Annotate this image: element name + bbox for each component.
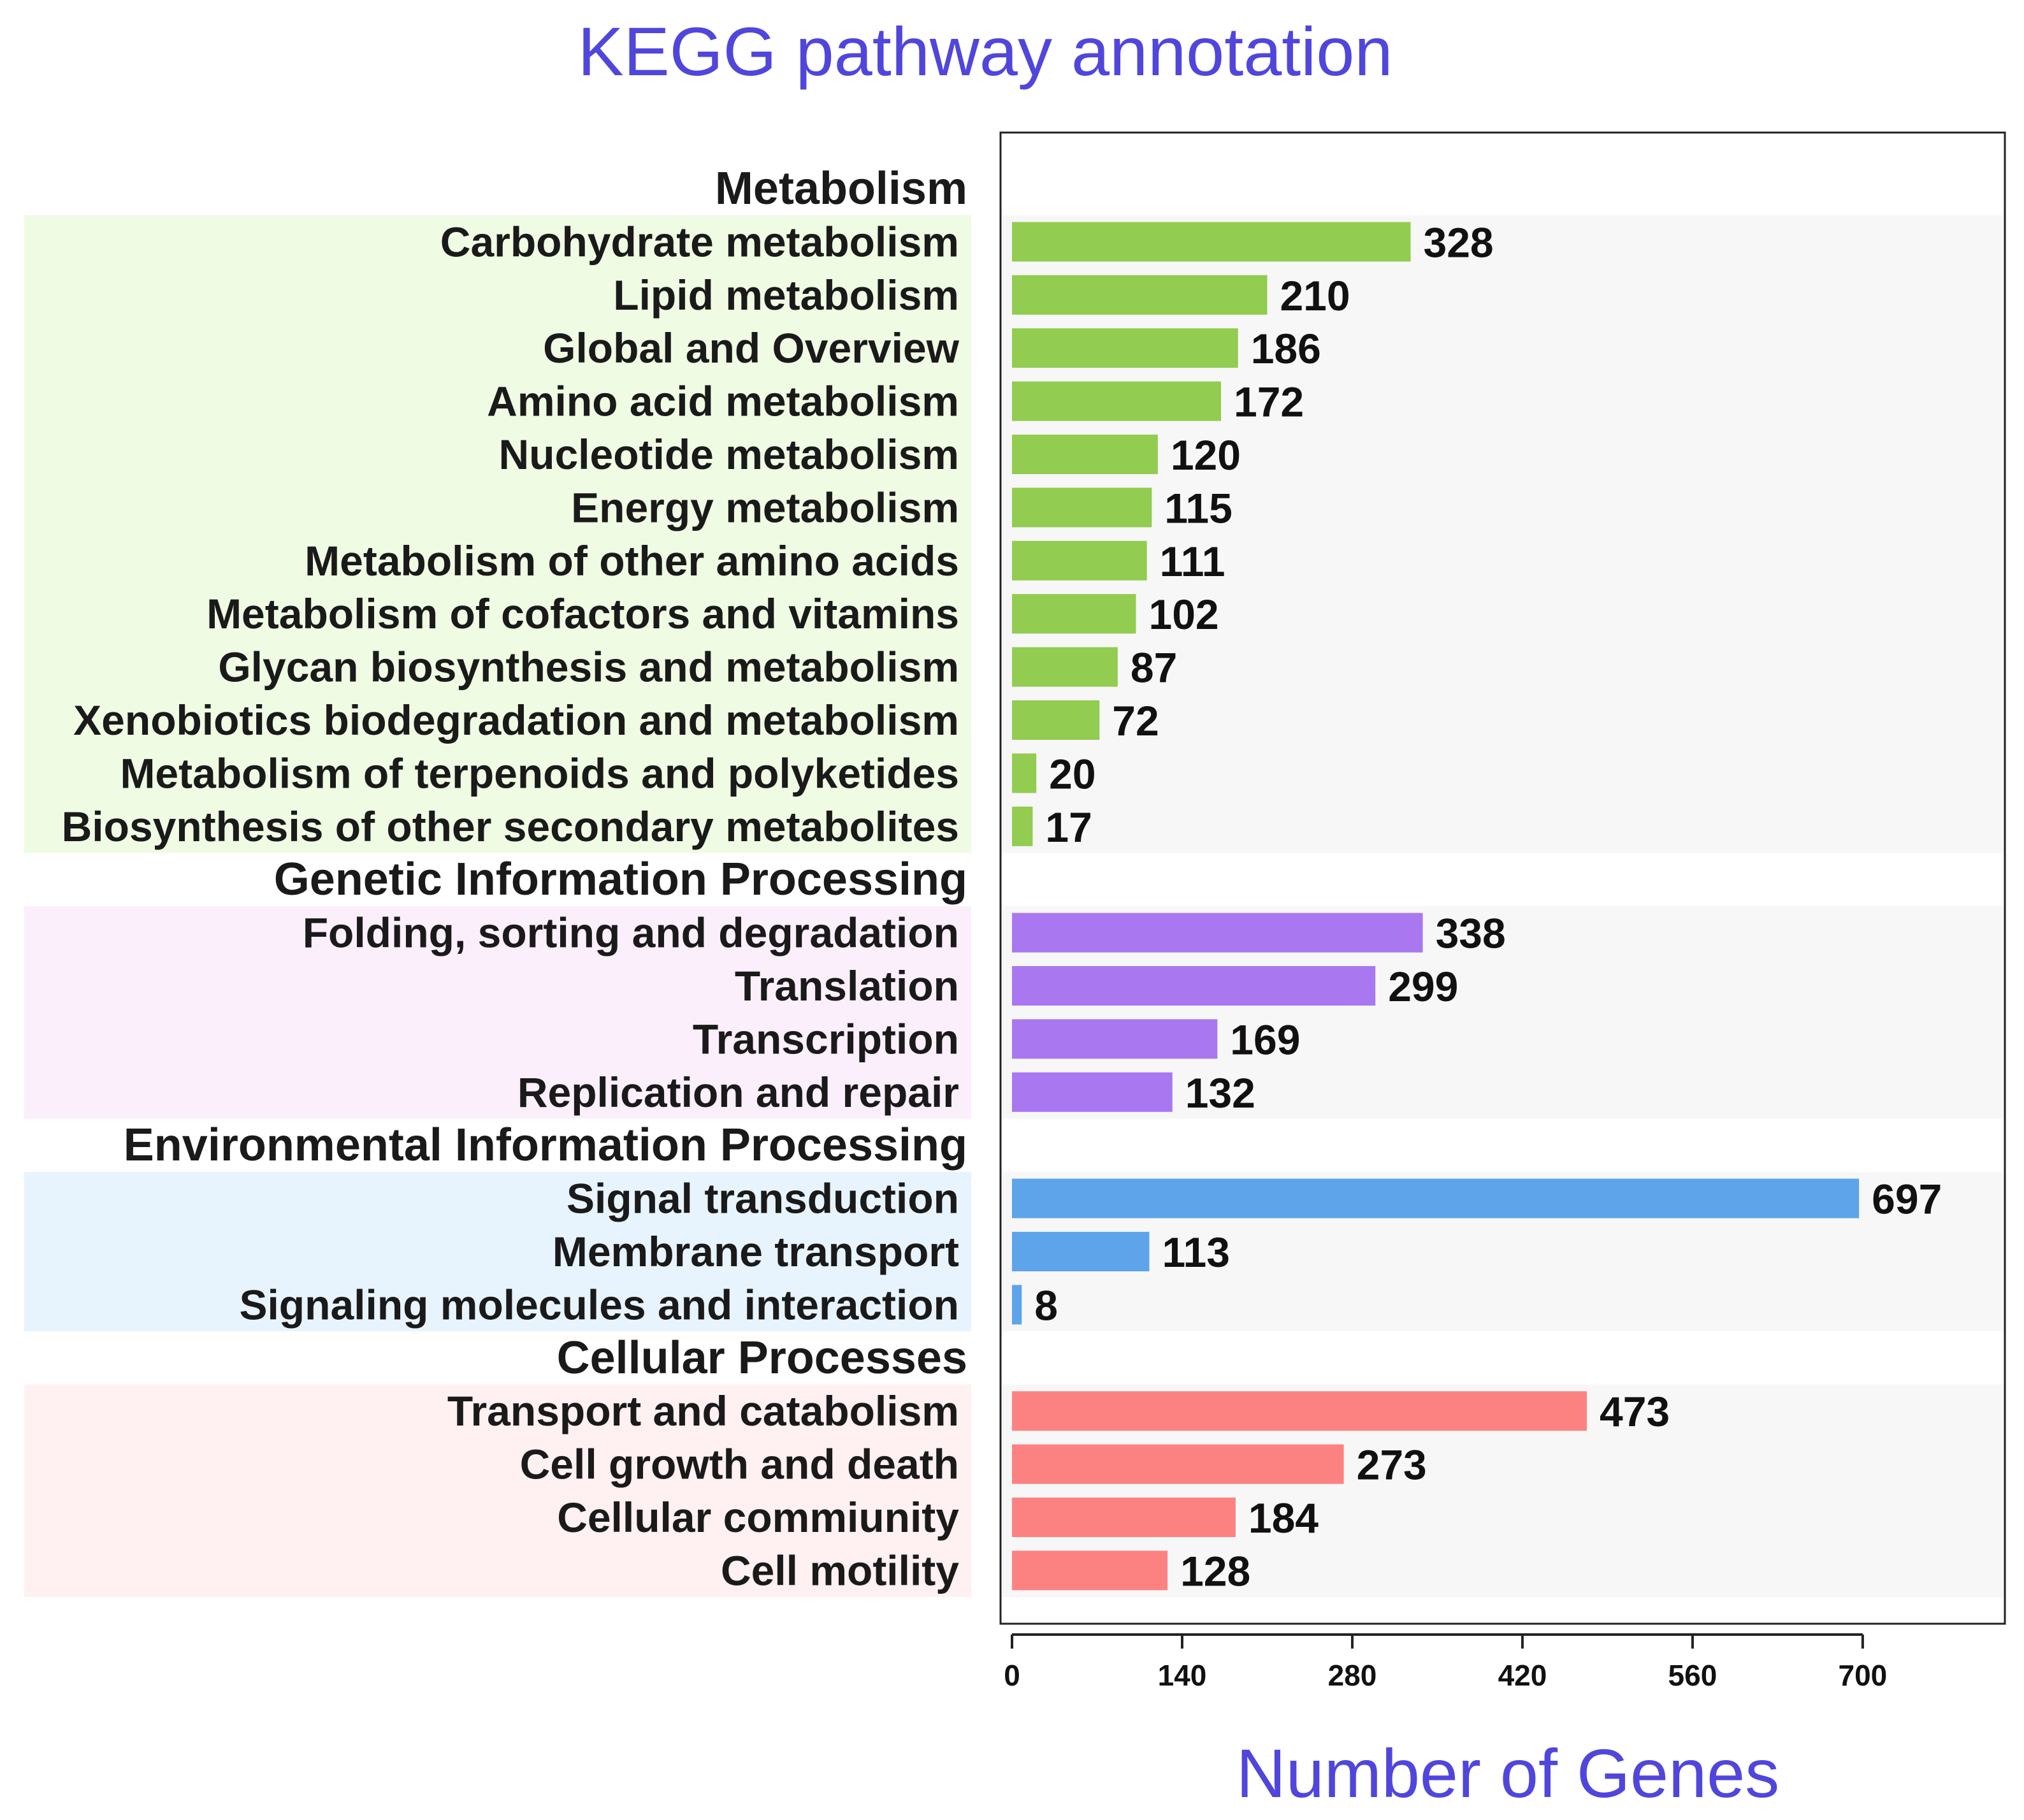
bar — [1012, 381, 1222, 421]
bar — [1012, 700, 1100, 740]
bars: 328 210 186 172 120 115 111 102 87 72 20 17 338 299 16… — [1012, 219, 1942, 1594]
x-axis: 0 140 280 420 560 700 — [1004, 1633, 1888, 1692]
bar — [1012, 647, 1118, 687]
group-band-left — [24, 906, 971, 1119]
bar-value-label: 184 — [1248, 1494, 1319, 1542]
category-label: Transport and catabolism — [447, 1387, 959, 1434]
bar — [1012, 966, 1376, 1006]
bar — [1012, 435, 1158, 474]
chart-title: KEGG pathway annotation — [578, 13, 1393, 90]
bar-value-label: 17 — [1045, 804, 1092, 851]
bar-value-label: 697 — [1872, 1176, 1942, 1223]
bar — [1012, 1072, 1173, 1112]
bar-value-label: 72 — [1112, 697, 1159, 744]
group-band-left — [24, 215, 971, 853]
category-label: Energy metabolism — [571, 484, 959, 531]
plot-frame — [999, 131, 2006, 1625]
group-band-left — [24, 1384, 971, 1598]
bar — [1012, 1550, 1168, 1591]
category-label: Folding, sorting and degradation — [303, 909, 959, 957]
bar — [1012, 913, 1423, 953]
category-label: Membrane transport — [553, 1228, 959, 1275]
group-label: Cellular Processes — [557, 1332, 967, 1383]
category-label: Carbohydrate metabolism — [440, 218, 959, 265]
category-label: Signaling molecules and interaction — [239, 1281, 959, 1328]
category-label: Translation — [735, 962, 959, 1009]
bar-value-label: 328 — [1423, 219, 1493, 266]
bar — [1012, 540, 1147, 581]
category-label: Cellular commiunity — [557, 1494, 959, 1541]
bar-value-label: 273 — [1357, 1441, 1427, 1489]
x-tick-label: 560 — [1668, 1659, 1717, 1692]
group-label: Genetic Information Processing — [274, 854, 967, 905]
x-tick-label: 0 — [1004, 1659, 1020, 1692]
x-tick-label: 700 — [1839, 1659, 1888, 1692]
bar-value-label: 210 — [1280, 272, 1350, 319]
category-label: Nucleotide metabolism — [499, 431, 960, 478]
bar-value-label: 186 — [1251, 325, 1321, 372]
bar-value-label: 111 — [1160, 538, 1225, 585]
group-band-left — [24, 1171, 971, 1332]
x-tick-label: 140 — [1158, 1659, 1207, 1692]
category-label: Xenobiotics biodegradation and metabolis… — [73, 697, 959, 744]
group-label: Metabolism — [715, 163, 967, 214]
bar-value-label: 338 — [1436, 910, 1506, 957]
bar-value-label: 473 — [1600, 1388, 1670, 1435]
category-label: Signal transduction — [567, 1175, 959, 1222]
bar — [1012, 594, 1136, 634]
bar-value-label: 128 — [1180, 1547, 1250, 1594]
bar — [1012, 1285, 1022, 1325]
bar-value-label: 132 — [1185, 1069, 1255, 1116]
bar — [1012, 222, 1411, 262]
bar — [1012, 1444, 1344, 1484]
category-label: Amino acid metabolism — [487, 378, 959, 425]
bar-value-label: 113 — [1162, 1229, 1229, 1276]
category-label: Replication and repair — [517, 1069, 959, 1116]
bar-value-label: 87 — [1131, 644, 1177, 691]
bar-value-label: 172 — [1234, 379, 1304, 426]
bar-value-label: 169 — [1230, 1016, 1300, 1063]
x-tick-label: 420 — [1498, 1659, 1547, 1692]
bar-value-label: 8 — [1034, 1282, 1058, 1329]
bar — [1012, 328, 1238, 368]
bar-value-label: 115 — [1164, 484, 1232, 531]
bar — [1012, 806, 1033, 846]
bar — [1012, 1498, 1236, 1537]
x-tick-label: 280 — [1328, 1659, 1377, 1692]
category-label: Cell growth and death — [520, 1441, 959, 1488]
category-label: Cell motility — [721, 1547, 959, 1594]
background-bands — [24, 215, 2004, 1598]
group-label: Environmental Information Processing — [124, 1120, 967, 1171]
category-label: Metabolism of other amino acids — [305, 537, 959, 584]
bar — [1012, 1019, 1218, 1059]
category-label: Global and Overview — [543, 324, 960, 372]
bar — [1012, 753, 1037, 793]
category-label: Metabolism of terpenoids and polyketides — [120, 749, 959, 797]
category-label: Metabolism of cofactors and vitamins — [206, 590, 959, 637]
category-label: Transcription — [693, 1015, 959, 1062]
bar — [1012, 1232, 1150, 1271]
x-axis-title: Number of Genes — [1236, 1735, 1779, 1812]
category-label: Biosynthesis of other secondary metaboli… — [62, 803, 959, 850]
bar — [1012, 1178, 1860, 1218]
bar-value-label: 120 — [1171, 431, 1241, 479]
bar — [1012, 275, 1268, 315]
group-band-plot — [1002, 215, 2004, 853]
category-label: Lipid metabolism — [613, 271, 959, 319]
bar-value-label: 102 — [1149, 591, 1219, 638]
bar-value-label: 299 — [1388, 963, 1458, 1010]
category-label: Glycan biosynthesis and metabolism — [218, 644, 959, 691]
bar — [1012, 487, 1152, 528]
bar-value-label: 20 — [1049, 750, 1095, 797]
bar — [1012, 1391, 1587, 1431]
